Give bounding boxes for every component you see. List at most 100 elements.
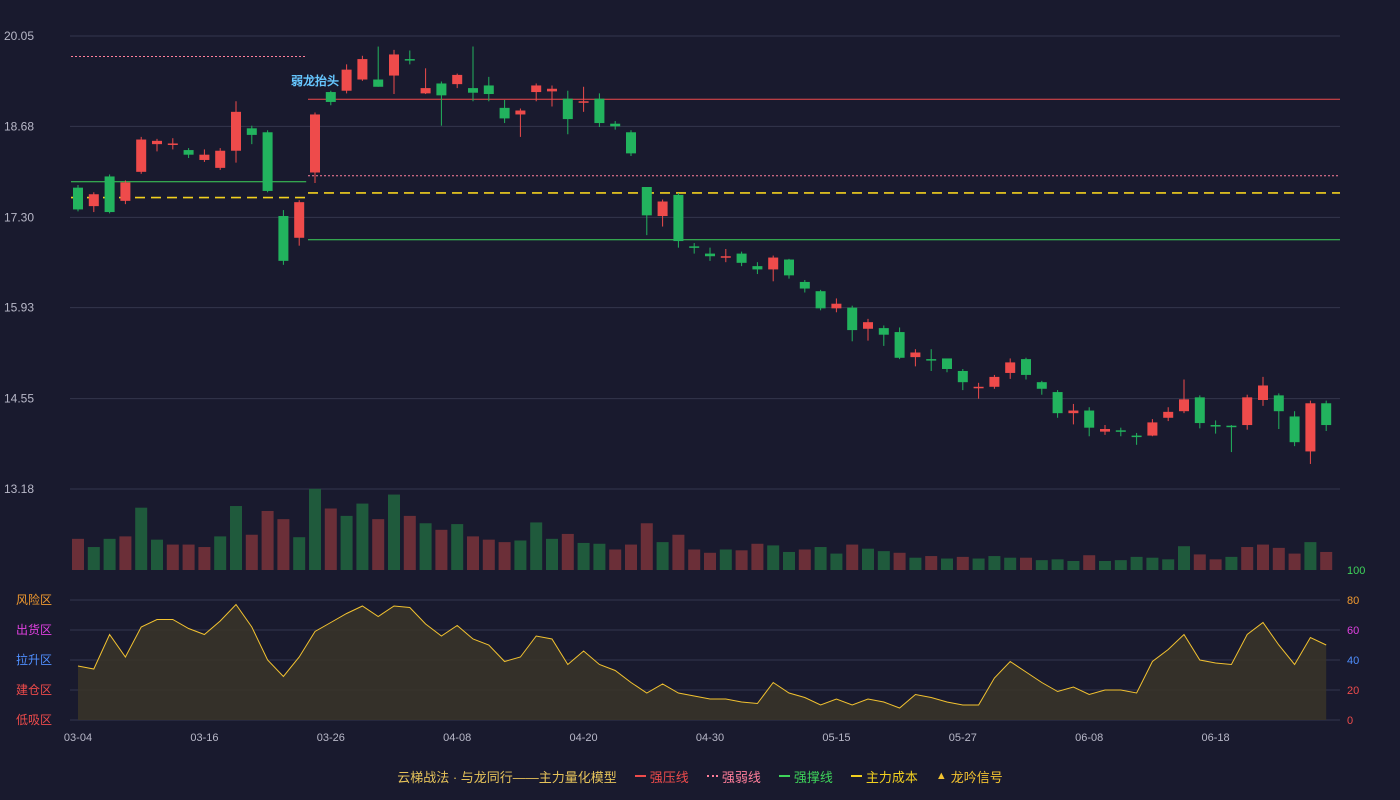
candle-body <box>341 69 352 91</box>
stock-chart: 20.05 18.68 17.30 15.93 14.55 13.18 弱龙抬头 100 80 6… <box>4 29 1365 744</box>
candle-body <box>468 88 478 93</box>
indicator-area <box>78 604 1327 720</box>
price-tick-label: 17.30 <box>4 210 34 224</box>
volume-bar <box>388 494 400 570</box>
volume-bar <box>1130 556 1143 570</box>
price-tick-label: 15.93 <box>4 301 34 315</box>
x-tick-label: 06-18 <box>1202 732 1230 744</box>
candle-body <box>120 182 131 201</box>
candle-body <box>278 216 289 261</box>
volume-bar <box>1178 546 1190 570</box>
volume-bar <box>530 522 543 570</box>
candle-body <box>752 266 763 270</box>
candle-body <box>910 352 921 358</box>
legend-item-signal[interactable]: ▲ 龙吟信号 <box>935 769 1003 785</box>
candle-body <box>736 253 747 263</box>
candle-body <box>657 201 668 217</box>
candle-body <box>483 85 494 95</box>
candle-body <box>199 154 210 160</box>
legend-item-support[interactable]: 强撑线 <box>778 767 833 786</box>
legend-item-pressure[interactable]: 强压线 <box>634 767 689 786</box>
volume-bar <box>593 543 606 570</box>
volume-bar <box>451 524 464 570</box>
volume-bar <box>625 544 637 570</box>
volume-bar <box>1320 551 1333 570</box>
volume-bar <box>1241 547 1254 570</box>
legend-swatch-pressure <box>634 775 646 777</box>
candle-body <box>452 74 463 85</box>
candle-body <box>183 150 194 155</box>
candle-body <box>1179 399 1189 412</box>
legend-swatch-strength <box>706 775 718 777</box>
candle-body <box>246 128 257 135</box>
volume-bar <box>688 549 701 570</box>
candle-body <box>831 303 842 309</box>
candle-body <box>136 139 147 172</box>
zone-label: 拉升区 <box>16 652 52 667</box>
candle-body <box>594 98 605 124</box>
volume-bar <box>1099 560 1111 570</box>
volume-bar <box>846 544 859 570</box>
volume-bar <box>166 544 179 570</box>
volume-bar <box>419 523 432 570</box>
volume-bar <box>1272 547 1285 570</box>
candle-body <box>404 59 415 61</box>
volume-bar <box>1004 557 1017 570</box>
x-tick-label: 03-04 <box>64 732 92 744</box>
price-tick-label: 14.55 <box>4 392 34 406</box>
volume-bar <box>293 537 306 570</box>
volume-bar <box>609 549 622 570</box>
volume-bar <box>735 550 748 570</box>
x-tick-label: 05-15 <box>822 732 850 744</box>
volume-bar <box>909 557 922 570</box>
candle-body <box>847 307 858 331</box>
volume-bar <box>1051 559 1064 570</box>
candle-body <box>1210 425 1221 427</box>
x-tick-label: 04-20 <box>570 732 598 744</box>
indicator-tick-label: 100 <box>1347 565 1365 577</box>
volume-bar <box>340 515 353 570</box>
volume-bar <box>182 544 195 570</box>
price-tick-label: 18.68 <box>4 119 34 133</box>
candle-body <box>1131 435 1142 438</box>
candle-body <box>878 328 889 335</box>
legend-item-cost[interactable]: 主力成本 <box>850 767 918 786</box>
volume-bar <box>1146 557 1159 570</box>
volume-bar <box>1114 560 1127 570</box>
volume-bar <box>403 515 416 570</box>
candle-body <box>262 132 273 191</box>
volume-bar <box>862 548 874 570</box>
indicator-tick-label: 80 <box>1347 595 1359 607</box>
volume-bar <box>972 558 985 570</box>
candle-body <box>673 194 684 242</box>
candle-body <box>815 291 826 309</box>
candle-body <box>1321 403 1332 426</box>
legend-item-strength[interactable]: 强弱线 <box>706 767 761 786</box>
candle-body <box>1115 430 1126 432</box>
volume-bar <box>467 536 479 570</box>
candle-body <box>1036 382 1047 389</box>
volume-bar <box>482 539 495 570</box>
volume-bar <box>783 551 795 570</box>
volume-bar <box>214 536 227 570</box>
candle-body <box>104 176 115 213</box>
volume-bar <box>1209 559 1222 570</box>
candle-body <box>957 370 968 383</box>
indicator-tick-label: 0 <box>1347 715 1353 727</box>
volume-bar <box>198 547 211 570</box>
zone-label: 出货区 <box>16 622 52 637</box>
volume-bar <box>1020 557 1032 570</box>
volume-bar <box>1193 554 1206 570</box>
candle-body <box>294 202 305 238</box>
volume-bar <box>324 508 337 570</box>
volume-bar <box>893 552 906 570</box>
volume-bar <box>640 523 653 570</box>
volume-bar <box>1304 542 1317 570</box>
signal-annotation: 弱龙抬头 <box>291 73 339 88</box>
candle-body <box>531 85 542 93</box>
volume-bar <box>103 538 116 570</box>
candle-body <box>373 79 384 87</box>
legend-swatch-support <box>778 775 790 777</box>
volume-bar <box>546 538 558 570</box>
zone-label: 低吸区 <box>16 713 52 727</box>
